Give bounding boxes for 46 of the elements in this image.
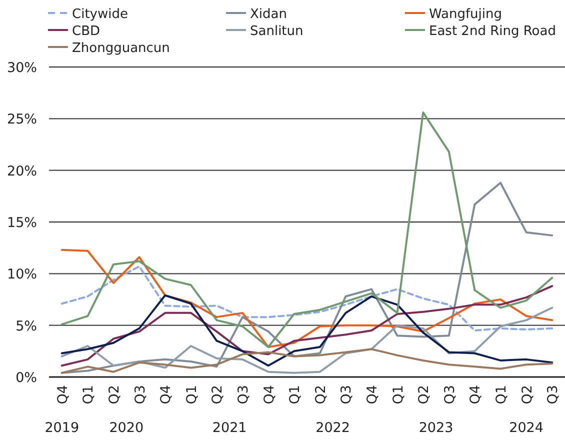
text: 2024 bbox=[509, 420, 544, 436]
legend-label: East 2nd Ring Road bbox=[429, 24, 556, 39]
x-tick-label: Q3 bbox=[236, 385, 252, 404]
text: 2019 bbox=[44, 420, 80, 436]
y-tick-label: 5% bbox=[16, 318, 38, 334]
line-series bbox=[60, 265, 554, 332]
legend-label: Wangfujing bbox=[429, 7, 502, 22]
text: 2022 bbox=[316, 420, 350, 436]
x-tick-label: Q1 bbox=[80, 385, 97, 404]
x-tick-label: Q3 bbox=[338, 385, 355, 404]
y-tick-label: 25% bbox=[6, 112, 38, 128]
legend-label: Sanlitun bbox=[250, 24, 304, 39]
text: 2021 bbox=[212, 420, 247, 436]
y-tick-label: 10% bbox=[6, 266, 38, 283]
y-tick-label: 20% bbox=[6, 163, 38, 180]
x-tick-label: Q3 bbox=[132, 385, 148, 404]
legend-label: Zhongguancun bbox=[72, 41, 170, 56]
x-tick-label: Q4 bbox=[158, 385, 174, 404]
line-series bbox=[60, 348, 554, 374]
y-tick-label: 15% bbox=[6, 215, 38, 231]
x-tick-label: Q2 bbox=[106, 385, 122, 404]
x-tick-label: Q4 bbox=[364, 385, 380, 404]
line-series bbox=[60, 248, 554, 348]
x-tick-label: Q1 bbox=[390, 385, 406, 404]
line-series bbox=[60, 111, 554, 348]
x-tick-label: Q2 bbox=[416, 385, 432, 404]
line-series bbox=[60, 306, 554, 374]
x-tick-label: Q1 bbox=[287, 385, 304, 404]
x-tick-label: Q2 bbox=[519, 385, 536, 404]
x-tick-label: Q1 bbox=[184, 385, 200, 404]
line-series bbox=[60, 182, 554, 374]
x-tick-label: Q3 bbox=[442, 385, 458, 404]
x-tick-label: Q2 bbox=[210, 385, 226, 404]
x-tick-label: Q1 bbox=[494, 385, 510, 404]
x-tick-label: Q4 bbox=[54, 385, 71, 404]
legend-label: CBD bbox=[72, 24, 100, 39]
x-tick-label: Q4 bbox=[468, 385, 484, 404]
y-tick-label: 0% bbox=[16, 370, 38, 386]
legend-label: Citywide bbox=[72, 7, 128, 22]
x-tick-label: Q2 bbox=[312, 385, 329, 404]
text: 2023 bbox=[418, 420, 454, 436]
text: 2020 bbox=[109, 420, 144, 436]
x-tick-label: Q4 bbox=[261, 385, 278, 404]
x-tick-label: Q3 bbox=[545, 385, 562, 404]
y-tick-label: 30% bbox=[6, 60, 38, 76]
legend-label: Xidan bbox=[250, 7, 287, 22]
